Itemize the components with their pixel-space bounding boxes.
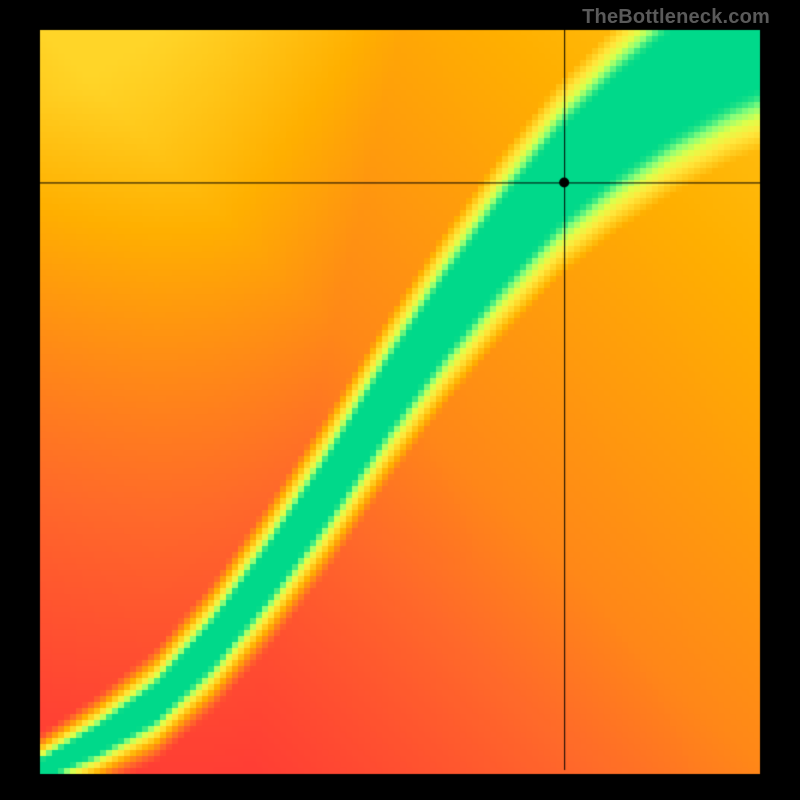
chart-container: TheBottleneck.com [0, 0, 800, 800]
watermark-text: TheBottleneck.com [582, 6, 770, 29]
bottleneck-heatmap [0, 0, 800, 800]
